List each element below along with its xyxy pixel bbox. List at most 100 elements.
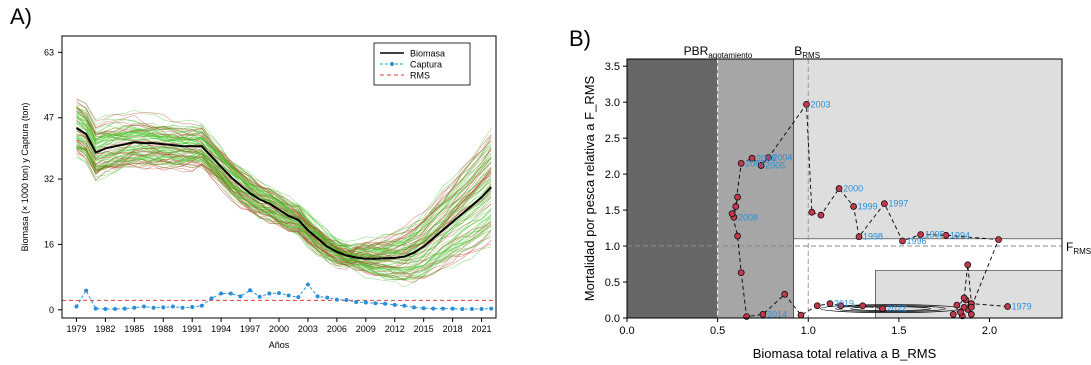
x-tick-label: 2000 — [269, 324, 289, 334]
year-point — [748, 154, 756, 162]
year-point — [759, 311, 767, 318]
year-point — [737, 269, 745, 277]
y-tick-label: 47 — [44, 113, 54, 123]
y-tick-label: 16 — [44, 239, 54, 249]
captura-point — [286, 293, 291, 298]
captura-point — [334, 297, 339, 302]
year-label: 1979 — [1012, 301, 1032, 311]
ensemble-trajectory — [76, 112, 492, 252]
captura-point — [363, 300, 368, 305]
panel-b-x-axis-label: Biomasa total relativa a B_RMS — [753, 346, 937, 361]
ensemble-trajectory — [76, 123, 492, 251]
year-point — [879, 305, 886, 312]
captura-point — [402, 303, 407, 308]
x-tick-label: 1982 — [95, 324, 115, 334]
panel-b-plot-frame — [626, 58, 1063, 319]
captura-point — [238, 294, 243, 299]
year-point — [917, 231, 924, 238]
brms-label-sub: RMS — [802, 51, 820, 60]
y-tick-label: 2.0 — [605, 169, 620, 181]
y-tick-label: 3.5 — [605, 61, 620, 73]
panel-a-y-axis-label: Biomasa (× 1000 ton) y Captura (ton) — [20, 103, 30, 252]
year-point — [734, 232, 741, 240]
year-label: 2004 — [772, 153, 792, 163]
ensemble-trajectory — [76, 137, 492, 265]
legend-marker — [390, 62, 394, 66]
y-tick-label: 63 — [44, 47, 54, 57]
x-tick-label: 1985 — [124, 324, 144, 334]
x-tick-label: 2.0 — [982, 325, 997, 337]
ensemble-trajectory — [76, 117, 492, 257]
year-point — [826, 300, 834, 307]
year-label: 2006 — [756, 153, 776, 163]
ensemble-trajectory — [76, 109, 492, 254]
ensemble-trajectory — [76, 122, 492, 259]
ensemble-trajectory — [76, 148, 492, 262]
zone-overexploited — [717, 59, 794, 318]
year-point — [881, 200, 888, 207]
zone-collapsed — [627, 59, 718, 318]
y-tick-label: 3.0 — [605, 97, 620, 109]
year-point — [813, 302, 821, 310]
captura-point — [354, 300, 359, 305]
year-point — [995, 236, 1002, 243]
captura-point — [103, 307, 108, 312]
year-point — [743, 313, 750, 320]
legend-label: RMS — [410, 71, 430, 81]
year-point — [960, 294, 968, 302]
ensemble-trajectory — [76, 108, 492, 247]
captura-point — [199, 303, 204, 308]
captura-point — [161, 305, 166, 310]
captura-point — [93, 306, 98, 311]
captura-point — [257, 294, 262, 299]
captura-point — [277, 291, 281, 296]
captura-point — [479, 307, 484, 312]
year-point — [808, 208, 816, 216]
legend-label: Biomasa — [410, 49, 445, 59]
captura-point — [151, 305, 156, 310]
captura-point — [180, 305, 185, 310]
ensemble-trajectory — [76, 134, 492, 265]
frms-label-main: F — [1066, 240, 1073, 254]
frms-label: FRMS — [1066, 240, 1091, 256]
captura-point — [469, 307, 474, 312]
y-tick-label: 0 — [49, 305, 54, 315]
pbr-label-sub: agotamiento — [708, 51, 753, 60]
y-tick-label: 0.0 — [605, 313, 620, 325]
captura-point — [421, 306, 426, 311]
captura-line — [76, 283, 492, 310]
year-label: 2008 — [738, 212, 758, 222]
year-point — [803, 100, 810, 108]
panel-a-chart: 1979 1982 1985 1988 1991 1994 1997 2000 2003 2006… — [20, 35, 497, 350]
year-point — [1004, 303, 1011, 310]
ensemble-trajectory — [76, 147, 492, 266]
y-tick-label: 2.5 — [605, 133, 620, 145]
captura-point — [190, 304, 195, 309]
captura-point — [267, 291, 272, 296]
year-label: 2014 — [767, 309, 787, 319]
captura-point — [412, 305, 417, 310]
year-point — [953, 301, 961, 309]
year-point — [817, 211, 825, 219]
panel-b-label: B) — [569, 26, 591, 51]
x-tick-label: 2018 — [443, 324, 463, 334]
year-label: 1996 — [907, 236, 927, 246]
x-tick-label: 2003 — [298, 324, 318, 334]
panel-a-axes: 1979 1982 1985 1988 1991 1994 1997 2000 2003 2006… — [44, 47, 492, 334]
x-tick-label: 2009 — [356, 324, 376, 334]
ensemble-trajectory — [76, 116, 492, 271]
captura-point — [132, 305, 137, 310]
ensemble-trajectory — [76, 141, 492, 255]
captura-point — [170, 304, 175, 309]
year-point — [765, 154, 772, 161]
ensemble-trajectories — [76, 98, 492, 288]
captura-point — [74, 304, 79, 309]
captura-point — [219, 291, 224, 296]
year-label: 2022 — [887, 304, 907, 314]
year-point — [859, 302, 866, 310]
legend-label: Captura — [410, 60, 442, 70]
x-tick-label: 2021 — [472, 324, 492, 334]
year-point — [835, 185, 843, 192]
